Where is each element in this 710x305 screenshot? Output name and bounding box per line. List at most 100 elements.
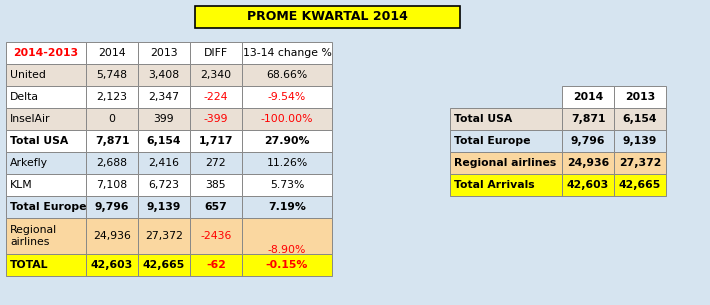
- FancyBboxPatch shape: [614, 174, 666, 196]
- Text: Total Arrivals: Total Arrivals: [454, 180, 535, 190]
- Text: 2013: 2013: [625, 92, 655, 102]
- Text: -8.90%: -8.90%: [268, 245, 306, 255]
- FancyBboxPatch shape: [614, 130, 666, 152]
- FancyBboxPatch shape: [450, 174, 562, 196]
- Text: Total Europe: Total Europe: [454, 136, 530, 146]
- Text: DIFF: DIFF: [204, 48, 228, 58]
- Text: Arkefly: Arkefly: [10, 158, 48, 168]
- FancyBboxPatch shape: [138, 152, 190, 174]
- FancyBboxPatch shape: [138, 108, 190, 130]
- Text: 0: 0: [109, 114, 116, 124]
- FancyBboxPatch shape: [242, 108, 332, 130]
- FancyBboxPatch shape: [86, 64, 138, 86]
- FancyBboxPatch shape: [138, 86, 190, 108]
- FancyBboxPatch shape: [86, 152, 138, 174]
- Text: 1,717: 1,717: [199, 136, 234, 146]
- FancyBboxPatch shape: [6, 152, 86, 174]
- Text: -399: -399: [204, 114, 228, 124]
- FancyBboxPatch shape: [562, 86, 614, 108]
- FancyBboxPatch shape: [6, 196, 86, 218]
- FancyBboxPatch shape: [190, 152, 242, 174]
- FancyBboxPatch shape: [86, 196, 138, 218]
- FancyBboxPatch shape: [138, 64, 190, 86]
- FancyBboxPatch shape: [190, 174, 242, 196]
- Text: 27,372: 27,372: [619, 158, 661, 168]
- FancyBboxPatch shape: [138, 174, 190, 196]
- FancyBboxPatch shape: [242, 152, 332, 174]
- FancyBboxPatch shape: [242, 196, 332, 218]
- FancyBboxPatch shape: [562, 108, 614, 130]
- FancyBboxPatch shape: [86, 254, 138, 276]
- FancyBboxPatch shape: [242, 254, 332, 276]
- Text: -224: -224: [204, 92, 228, 102]
- Text: 27,372: 27,372: [145, 231, 183, 241]
- FancyBboxPatch shape: [6, 42, 86, 64]
- FancyBboxPatch shape: [86, 130, 138, 152]
- Text: 9,796: 9,796: [571, 136, 605, 146]
- Text: 6,154: 6,154: [623, 114, 657, 124]
- Text: 385: 385: [206, 180, 226, 190]
- FancyBboxPatch shape: [190, 64, 242, 86]
- FancyBboxPatch shape: [6, 130, 86, 152]
- FancyBboxPatch shape: [190, 42, 242, 64]
- Text: 42,665: 42,665: [143, 260, 185, 270]
- FancyBboxPatch shape: [450, 108, 562, 130]
- FancyBboxPatch shape: [190, 196, 242, 218]
- Text: 2,416: 2,416: [148, 158, 180, 168]
- FancyBboxPatch shape: [6, 86, 86, 108]
- FancyBboxPatch shape: [86, 108, 138, 130]
- FancyBboxPatch shape: [86, 174, 138, 196]
- FancyBboxPatch shape: [562, 130, 614, 152]
- Text: 5,748: 5,748: [97, 70, 128, 80]
- FancyBboxPatch shape: [138, 130, 190, 152]
- FancyBboxPatch shape: [562, 174, 614, 196]
- Text: -2436: -2436: [200, 231, 231, 241]
- Text: 7,871: 7,871: [571, 114, 605, 124]
- FancyBboxPatch shape: [138, 42, 190, 64]
- Text: 7,108: 7,108: [97, 180, 128, 190]
- Text: TOTAL: TOTAL: [10, 260, 48, 270]
- Text: Regional airlines: Regional airlines: [454, 158, 556, 168]
- Text: 5.73%: 5.73%: [270, 180, 304, 190]
- Text: 11.26%: 11.26%: [266, 158, 307, 168]
- FancyBboxPatch shape: [614, 108, 666, 130]
- Text: 24,936: 24,936: [93, 231, 131, 241]
- Text: 9,139: 9,139: [623, 136, 657, 146]
- FancyBboxPatch shape: [190, 86, 242, 108]
- FancyBboxPatch shape: [450, 152, 562, 174]
- FancyBboxPatch shape: [86, 86, 138, 108]
- Text: -0.15%: -0.15%: [266, 260, 308, 270]
- FancyBboxPatch shape: [190, 218, 242, 254]
- FancyBboxPatch shape: [190, 108, 242, 130]
- Text: 42,665: 42,665: [619, 180, 661, 190]
- Text: 68.66%: 68.66%: [266, 70, 307, 80]
- FancyBboxPatch shape: [562, 152, 614, 174]
- Text: -9.54%: -9.54%: [268, 92, 306, 102]
- Text: -100.00%: -100.00%: [261, 114, 313, 124]
- Text: 13-14 change %: 13-14 change %: [243, 48, 332, 58]
- Text: 657: 657: [204, 202, 227, 212]
- FancyBboxPatch shape: [86, 42, 138, 64]
- Text: Total Europe: Total Europe: [10, 202, 87, 212]
- FancyBboxPatch shape: [242, 174, 332, 196]
- FancyBboxPatch shape: [614, 152, 666, 174]
- Text: 7.19%: 7.19%: [268, 202, 306, 212]
- FancyBboxPatch shape: [614, 86, 666, 108]
- FancyBboxPatch shape: [242, 218, 332, 254]
- Text: Delta: Delta: [10, 92, 39, 102]
- Text: Total USA: Total USA: [454, 114, 512, 124]
- FancyBboxPatch shape: [138, 218, 190, 254]
- FancyBboxPatch shape: [138, 196, 190, 218]
- FancyBboxPatch shape: [6, 174, 86, 196]
- Text: 2,688: 2,688: [97, 158, 128, 168]
- FancyBboxPatch shape: [6, 218, 86, 254]
- Text: 27.90%: 27.90%: [264, 136, 310, 146]
- Text: -62: -62: [206, 260, 226, 270]
- Text: 24,936: 24,936: [567, 158, 609, 168]
- FancyBboxPatch shape: [195, 6, 460, 28]
- Text: 6,723: 6,723: [148, 180, 180, 190]
- Text: 2014: 2014: [98, 48, 126, 58]
- FancyBboxPatch shape: [6, 64, 86, 86]
- Text: 6,154: 6,154: [147, 136, 181, 146]
- Text: InselAir: InselAir: [10, 114, 50, 124]
